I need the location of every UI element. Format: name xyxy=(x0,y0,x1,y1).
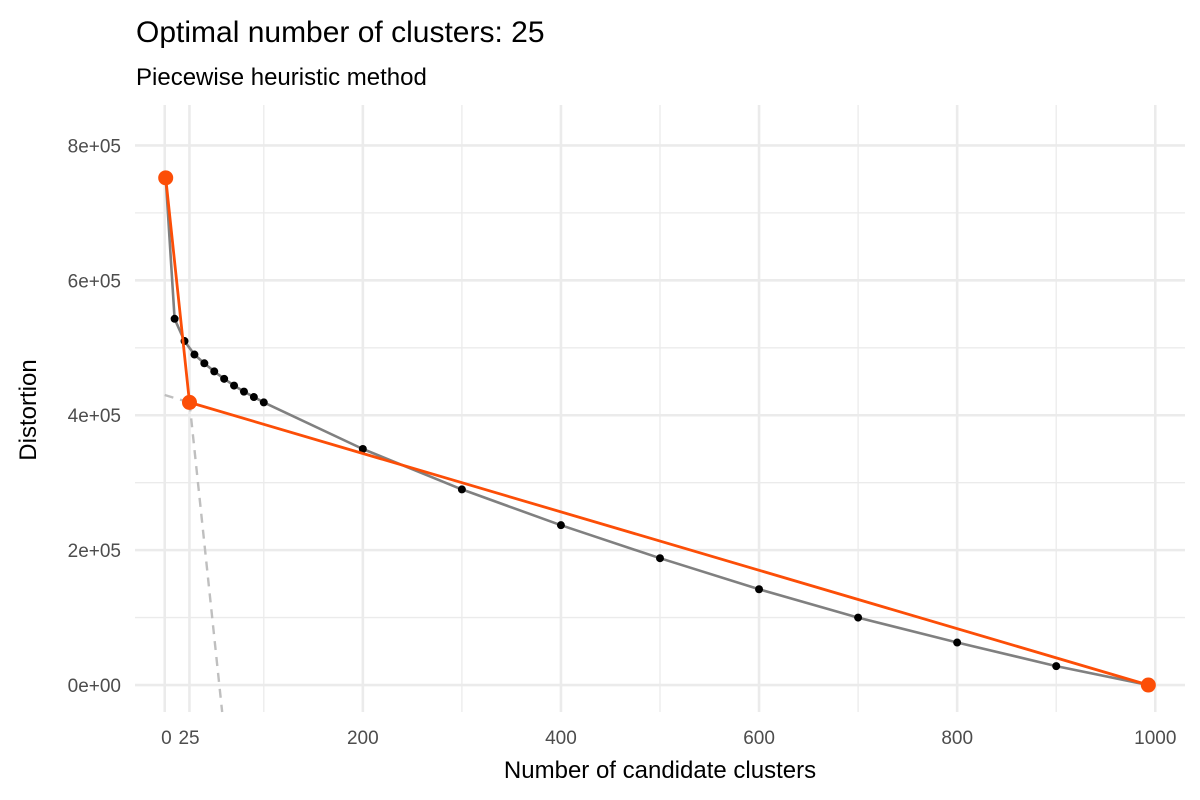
piecewise-breakpoint xyxy=(181,394,197,410)
y-tick-label: 2e+05 xyxy=(68,541,121,562)
chart-subtitle: Piecewise heuristic method xyxy=(136,64,427,91)
distortion-point xyxy=(556,521,565,530)
x-tick-label: 800 xyxy=(941,728,973,749)
piecewise-breakpoint xyxy=(158,170,174,186)
distortion-point xyxy=(457,485,466,494)
axis-ticks: 0 25 200 400 600 800 1000 0e+00 2e+05 4e+05 6e+05 8… xyxy=(68,136,1177,749)
distortion-point xyxy=(755,585,764,594)
y-axis-label: Distortion xyxy=(15,359,42,460)
distortion-point xyxy=(230,381,239,390)
chart-title: Optimal number of clusters: 25 xyxy=(136,16,545,49)
piecewise-fit-line xyxy=(164,177,1149,687)
x-tick-label: 1000 xyxy=(1134,728,1176,749)
extended-left-segment-line xyxy=(188,402,224,713)
distortion-point xyxy=(220,374,229,383)
distortion-point xyxy=(249,393,258,402)
distortion-point xyxy=(358,444,367,453)
distortion-point xyxy=(854,613,863,622)
y-tick-label: 8e+05 xyxy=(68,136,121,157)
distortion-point xyxy=(953,638,962,647)
y-tick-label: 6e+05 xyxy=(68,271,121,292)
x-tick-label: 200 xyxy=(347,728,379,749)
y-tick-label: 0e+00 xyxy=(68,676,121,697)
x-axis-label: Number of candidate clusters xyxy=(504,757,816,784)
x-tick-label: 0 xyxy=(161,728,172,749)
x-tick-label: 400 xyxy=(545,728,577,749)
x-tick-label: 25 xyxy=(178,728,199,749)
y-tick-label: 4e+05 xyxy=(68,406,121,427)
data-series xyxy=(158,170,1156,693)
distortion-point xyxy=(210,367,219,376)
distortion-point xyxy=(656,554,664,563)
distortion-point xyxy=(200,359,209,368)
distortion-point xyxy=(190,350,199,359)
distortion-point xyxy=(1052,662,1061,671)
piecewise-breakpoint xyxy=(1140,677,1156,693)
reference-lines xyxy=(164,393,224,713)
distortion-curve-line xyxy=(164,177,1149,687)
distortion-point xyxy=(170,314,179,323)
grid-lines xyxy=(135,105,1185,712)
x-tick-label: 600 xyxy=(743,728,775,749)
distortion-point xyxy=(259,398,268,407)
distortion-point xyxy=(239,387,248,396)
